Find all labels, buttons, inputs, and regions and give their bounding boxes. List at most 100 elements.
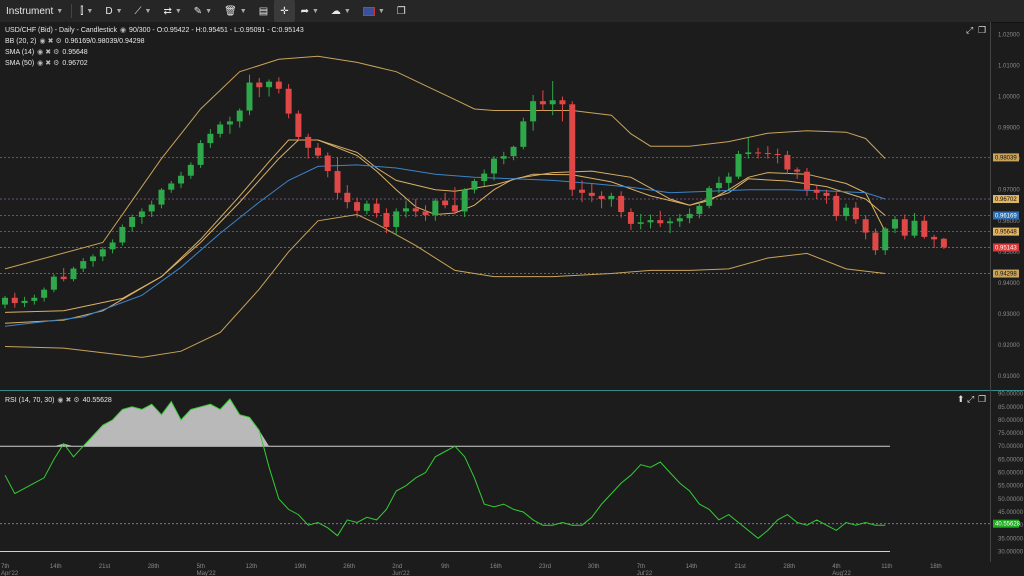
candle-body <box>510 146 517 157</box>
close-icon[interactable]: ✖ <box>47 38 54 45</box>
indicator-label: SMA (14) <box>5 49 35 56</box>
candle-body <box>158 189 165 205</box>
ohlc-readout: - O:0.95422 - H:0.95451 - L:0.95091 - C:… <box>152 27 304 34</box>
price-tick-label: 0.94000 <box>998 281 1020 287</box>
candle-body <box>862 219 869 233</box>
candle-body <box>80 261 87 269</box>
price-tag <box>993 227 1019 236</box>
rsi-tag-label: 40.55628 <box>995 522 1021 528</box>
candle-body <box>569 104 576 190</box>
candle-body <box>588 192 595 196</box>
chart-title: USD/CHF (Bid) - Daily - Candlestick <box>5 27 118 34</box>
price-tag-label: 0.96702 <box>995 197 1017 203</box>
candle-body <box>755 152 762 154</box>
time-tick-sublabel: Jun'22 <box>392 571 410 576</box>
chevron-down-icon: ▼ <box>205 7 213 15</box>
eye-icon[interactable]: ◉ <box>57 397 64 404</box>
draw-tool-button[interactable]: ⇄ ▼ <box>157 0 187 22</box>
time-tick-label: 5th <box>197 564 205 570</box>
eye-icon[interactable]: ◉ <box>39 38 46 45</box>
candles <box>2 74 947 309</box>
rsi-tick-label: 80.00000 <box>998 418 1024 424</box>
share-icon: ➦ <box>300 5 309 17</box>
window-button[interactable]: ❐ <box>391 0 412 22</box>
candle-body <box>246 82 253 111</box>
candle-body <box>637 222 644 224</box>
indicator-label: BB (20, 2) <box>5 38 37 45</box>
candle-body <box>794 169 801 172</box>
gear-icon[interactable]: ⚙ <box>53 49 60 56</box>
time-tick-sublabel: Jul'22 <box>637 571 653 576</box>
candle-body <box>686 213 693 219</box>
gear-icon[interactable]: ⚙ <box>53 60 60 67</box>
candle-body <box>539 101 546 105</box>
candle-body <box>178 175 185 184</box>
line-tool-button[interactable]: ⟋ ▼ <box>129 0 158 22</box>
price-tag <box>993 195 1019 204</box>
price-tag-label: 0.96169 <box>995 213 1017 219</box>
layout-button[interactable]: ▤ <box>253 0 274 22</box>
candle-body <box>481 173 488 182</box>
candle-body <box>882 228 889 251</box>
weather-icon: ☁ <box>330 5 341 17</box>
candle-body <box>715 182 722 189</box>
rsi-tick-label: 45.00000 <box>998 510 1024 516</box>
instrument-menu[interactable]: Instrument ▼ <box>0 0 69 22</box>
time-tick-label: 18th <box>930 564 942 570</box>
candle-body <box>393 211 400 227</box>
time-tick-sublabel: Aug'22 <box>832 571 851 576</box>
time-tick-label: 21st <box>735 564 747 570</box>
delete-button[interactable]: 🗑 ▼ <box>218 0 253 22</box>
share-button[interactable]: ➦ ▼ <box>295 0 325 22</box>
maximize-icon[interactable]: ⤢ <box>966 25 974 35</box>
move-up-icon[interactable]: ⬆ <box>957 394 965 404</box>
candle-body <box>872 232 879 251</box>
candle-body <box>549 100 556 105</box>
language-button[interactable]: ▼ <box>357 0 391 22</box>
pencil-tool-button[interactable]: ✎ ▼ <box>188 0 218 22</box>
bb-middle-line <box>4 139 886 313</box>
candle-body <box>31 297 38 301</box>
price-tick-label: 0.92000 <box>998 343 1020 349</box>
close-icon[interactable]: ✖ <box>65 397 72 404</box>
time-tick-label: 7th <box>637 564 645 570</box>
chart-area[interactable]: 1.020001.010001.000000.990000.980000.970… <box>0 22 1024 576</box>
indicator-label: SMA (50) <box>5 60 35 67</box>
close-icon[interactable]: ✖ <box>45 60 52 67</box>
candle-body <box>940 238 947 248</box>
candle-body <box>344 192 351 203</box>
layout-icon: ▤ <box>258 5 269 17</box>
eye-icon[interactable]: ◉ <box>37 60 44 67</box>
crosshair-icon: ✛ <box>280 5 289 17</box>
chevron-down-icon: ▼ <box>86 7 94 15</box>
gear-icon[interactable]: ⚙ <box>55 38 62 45</box>
theme-button[interactable]: ☁ ▼ <box>325 0 357 22</box>
candle-body <box>451 205 458 212</box>
eye-icon[interactable]: ◉ <box>37 49 44 56</box>
candlestick-type-button[interactable]: ⫿ ▼ <box>74 0 99 22</box>
chevron-down-icon: ▼ <box>239 7 247 15</box>
rsi-tick-label: 30.00000 <box>998 549 1024 555</box>
candle-body <box>618 195 625 213</box>
time-tick-label: 7th <box>1 564 9 570</box>
close-icon[interactable]: ✖ <box>45 49 52 56</box>
price-tick-label: 0.93000 <box>998 312 1020 318</box>
gear-icon[interactable]: ⚙ <box>73 397 80 404</box>
crosshair-button[interactable]: ✛ <box>274 0 295 22</box>
candle-body <box>207 133 214 144</box>
candle-body <box>657 220 664 224</box>
window-button[interactable]: ❐ <box>978 25 987 35</box>
candle-body <box>823 192 830 196</box>
candle-body <box>676 218 683 222</box>
timeframe-menu[interactable]: D ▼ <box>99 0 128 22</box>
rsi-tick-label: 50.00000 <box>998 497 1024 503</box>
indicator-values: 0.96169/0.98039/0.94298 <box>64 38 145 45</box>
window-button[interactable]: ❐ <box>978 394 987 404</box>
sma14-line <box>4 139 886 324</box>
maximize-icon[interactable]: ⤢ <box>967 394 975 404</box>
candle-body <box>60 276 67 280</box>
rsi-line <box>4 398 886 539</box>
candle-body <box>324 155 331 172</box>
price-tick-label: 1.01000 <box>998 63 1020 69</box>
eye-icon[interactable]: ◉ <box>119 27 127 34</box>
